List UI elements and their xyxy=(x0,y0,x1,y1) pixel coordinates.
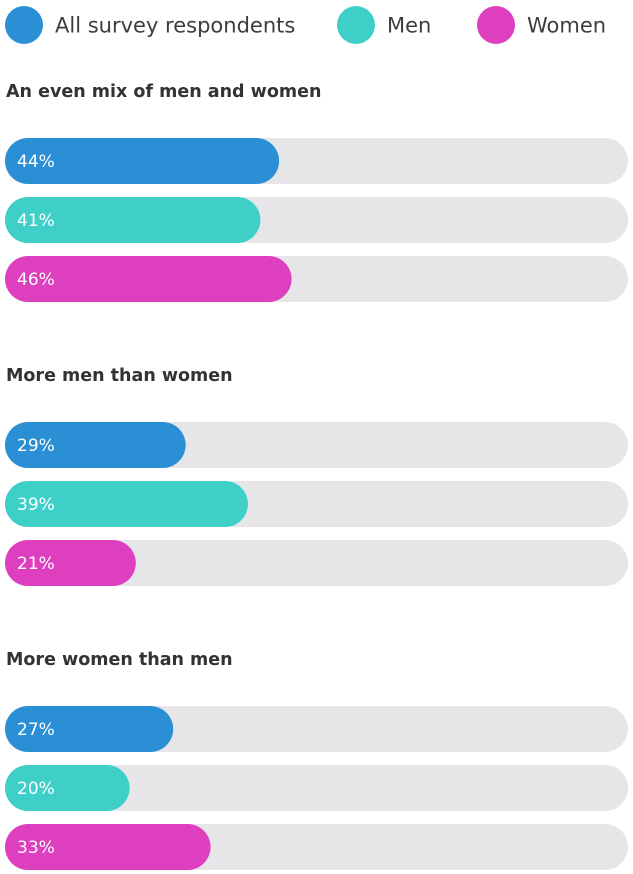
bar-value-label: 41% xyxy=(17,211,55,231)
bar-value-label: 20% xyxy=(17,779,55,799)
bar-groups: An even mix of men and women 44% 41% 46% Mor… xyxy=(5,82,628,870)
bar-value-label: 33% xyxy=(17,838,55,858)
bar-men xyxy=(5,765,130,811)
bar-women xyxy=(5,256,292,302)
legend-label: Men xyxy=(387,14,431,38)
group-title: More women than men xyxy=(6,650,233,670)
legend-label: All survey respondents xyxy=(55,14,295,38)
bar-track xyxy=(5,765,628,811)
bar-group-more-women-than-men: More women than men 27% 20% 33% xyxy=(5,650,628,870)
legend-swatch xyxy=(337,6,375,44)
legend-item-all-survey-respondents: All survey respondents xyxy=(5,6,295,44)
bar-value-label: 29% xyxy=(17,436,55,456)
bar-all-survey-respondents xyxy=(5,422,186,468)
bar-men xyxy=(5,197,261,243)
legend-item-men: Men xyxy=(337,6,431,44)
bar-women xyxy=(5,540,136,586)
legend-swatch xyxy=(5,6,43,44)
bar-track xyxy=(5,540,628,586)
bar-all-survey-respondents xyxy=(5,706,174,752)
bar-value-label: 44% xyxy=(17,152,55,172)
legend-swatch xyxy=(477,6,515,44)
bar-value-label: 27% xyxy=(17,720,55,740)
bar-value-label: 46% xyxy=(17,270,55,290)
group-title: More men than women xyxy=(6,366,233,386)
legend-item-women: Women xyxy=(477,6,606,44)
bar-women xyxy=(5,824,211,870)
bar-group-an-even-mix-of-men-and-women: An even mix of men and women 44% 41% 46% xyxy=(5,82,628,302)
bar-group-more-men-than-women: More men than women 29% 39% 21% xyxy=(5,366,628,586)
bar-all-survey-respondents xyxy=(5,138,280,184)
bar-value-label: 39% xyxy=(17,495,55,515)
legend: All survey respondents Men Women xyxy=(5,6,606,44)
bar-men xyxy=(5,481,248,527)
bar-value-label: 21% xyxy=(17,554,55,574)
group-title: An even mix of men and women xyxy=(6,82,321,102)
legend-label: Women xyxy=(527,14,606,38)
